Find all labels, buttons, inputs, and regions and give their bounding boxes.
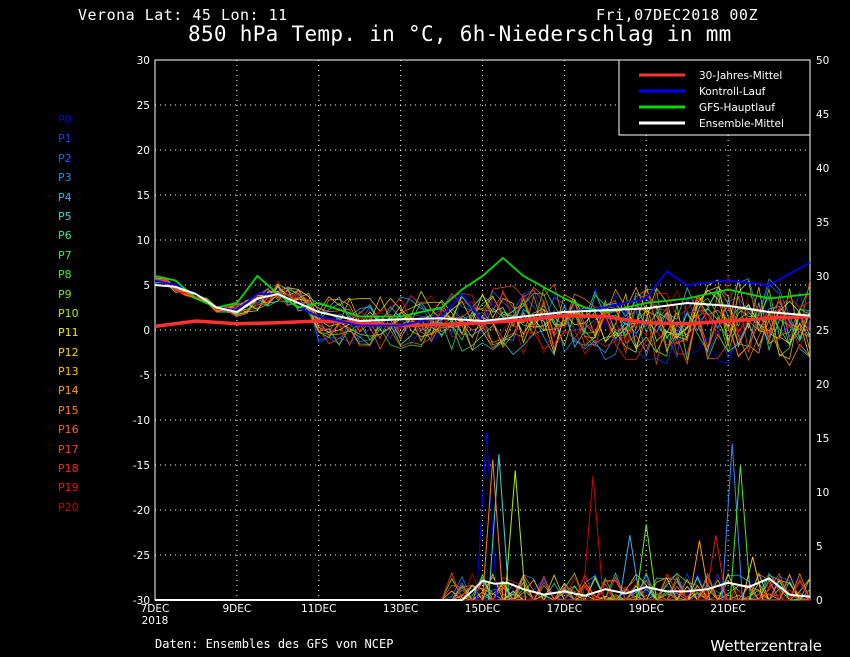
x-tick-label: 9DEC [223,603,252,615]
precip-peak [504,470,526,601]
member-list: P0 P1 P2 P3 P4 P5 P6 P7 P8 P9 P10 P11 P12 P13 P14 P15 P1… [58,110,79,517]
member-label-p2: P2 [58,151,72,165]
precip-peak [488,454,510,601]
x-tick-label: 21DEC [710,603,745,615]
y-left-tick-label: -10 [133,415,150,427]
member-temp-line-p12 [154,277,811,359]
y-right-tick-label: 50 [816,55,829,67]
member-label-p0: P0 [58,113,72,126]
series-line-kontroll-lauf-left [154,261,811,327]
x-tick-label: 19DEC [629,603,664,615]
x-tick-label: 15DEC [465,603,500,615]
precip-peak [582,475,604,601]
y-left-tick-label: -15 [133,460,150,472]
y-left-tick-label: 20 [137,145,150,157]
member-label-p10: P10 [58,306,79,320]
y-right-tick-label: 0 [816,595,823,607]
y-right-tick-label: 5 [816,541,823,553]
y-left-tick-label: -30 [133,595,150,607]
member-label-p6: P6 [58,229,72,243]
series-line-gfs-hauptlauf-left [154,256,811,318]
member-label-p12: P12 [58,345,79,359]
series-line-ensemble-mittel-right [155,577,811,601]
precip-peak [729,464,752,601]
y-left-tick-label: -20 [133,505,150,517]
member-label-p16: P16 [58,423,79,437]
precip-peak [482,459,504,601]
member-label-p17: P17 [58,442,79,456]
legend-label: 30-Jahres-Mittel [699,70,782,82]
series-line-30-jahres-mittel-left [154,313,811,329]
y-left-tick-label: 10 [137,235,150,247]
member-label-p4: P4 [58,190,72,204]
y-right-tick-label: 10 [816,487,829,499]
x-tick-label-year: 2018 [142,615,169,627]
member-label-p19: P19 [58,481,79,495]
x-tick-label: 13DEC [383,603,418,615]
precip-peak [619,535,641,601]
legend-label: Kontroll-Lauf [699,86,766,98]
location-label: Verona Lat: 45 Lon: 11 [78,6,288,24]
member-label-p14: P14 [58,384,79,398]
legend-label: GFS-Hauptlauf [699,102,775,114]
member-label-p18: P18 [58,462,79,476]
precip-peak [721,443,743,601]
precip-peak [762,577,784,601]
y-left-tick-label: 25 [137,100,150,112]
member-label-p8: P8 [58,268,72,282]
member-label-p5: P5 [58,209,72,223]
y-right-tick-label: 15 [816,433,829,445]
legend-label: Ensemble-Mittel [699,118,784,130]
y-left-tick-label: 5 [143,280,150,292]
y-right-tick-label: 30 [816,271,829,283]
member-label-p13: P13 [58,365,79,379]
y-left-tick-label: -25 [133,550,150,562]
y-right-tick-label: 40 [816,163,829,175]
member-temp-line-p18 [154,278,811,361]
precip-peak [688,540,711,601]
member-label-p1: P1 [58,132,72,146]
member-label-p20: P20 [58,500,79,514]
chart-title: 850 hPa Temp. in °C, 6h-Niederschlag in … [188,22,732,46]
x-tick-label: 7DEC [141,603,170,615]
member-label-p7: P7 [58,248,72,262]
y-left-tick-label: 15 [137,190,150,202]
member-label-p9: P9 [58,287,72,301]
run-date-label: Fri,07DEC2018 00Z [595,6,758,24]
data-source-label: Daten: Ensembles des GFS von NCEP [155,637,394,651]
y-right-tick-label: 35 [816,217,829,229]
x-tick-label: 11DEC [301,603,336,615]
y-right-tick-label: 25 [816,325,829,337]
y-left-tick-label: -5 [140,370,150,382]
member-label-p3: P3 [58,171,72,185]
brand-label: Wetterzentrale [710,637,822,655]
y-left-tick-label: 30 [137,55,150,67]
member-label-p11: P11 [58,326,79,340]
y-right-tick-label: 45 [816,109,829,121]
member-label-p15: P15 [58,403,79,417]
precip-peak [635,524,657,601]
precip-peak [705,535,727,601]
y-left-tick-label: 0 [143,325,150,337]
x-tick-label: 17DEC [547,603,582,615]
y-right-tick-label: 20 [816,379,829,391]
precip-peak [475,432,498,601]
series-line-ensemble-mittel-left [154,284,811,323]
